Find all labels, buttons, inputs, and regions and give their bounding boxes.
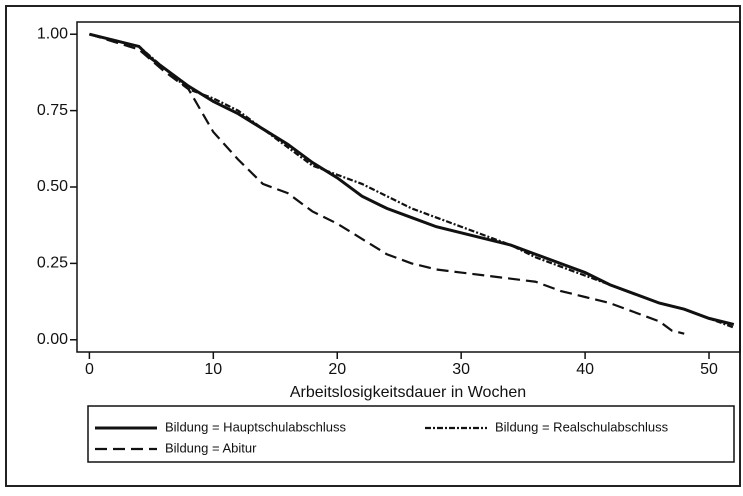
x-tick-label: 30	[452, 361, 470, 378]
legend-label: Bildung = Realschulabschluss	[495, 419, 669, 434]
survival-line	[89, 32, 735, 326]
y-tick-label: 0.00	[37, 331, 68, 348]
x-tick-label: 50	[700, 361, 718, 378]
survival-line	[89, 33, 685, 335]
legend	[87, 405, 735, 463]
plot-area	[76, 21, 741, 353]
x-tick-label: 20	[328, 361, 346, 378]
legend-label: Bildung = Hauptschulabschluss	[165, 419, 347, 434]
x-tick-label: 10	[204, 361, 222, 378]
x-tick-label: 0	[85, 361, 94, 378]
x-tick-label: 40	[576, 361, 594, 378]
legend-label: Bildung = Abitur	[165, 440, 257, 455]
x-axis-label: Arbeitslosigkeitsdauer in Wochen	[290, 384, 526, 401]
y-tick-label: 0.75	[37, 102, 68, 119]
y-tick-label: 0.25	[37, 255, 68, 272]
survival-line	[89, 33, 735, 329]
y-tick-label: 1.00	[37, 25, 68, 42]
y-tick-label: 0.50	[37, 178, 68, 195]
